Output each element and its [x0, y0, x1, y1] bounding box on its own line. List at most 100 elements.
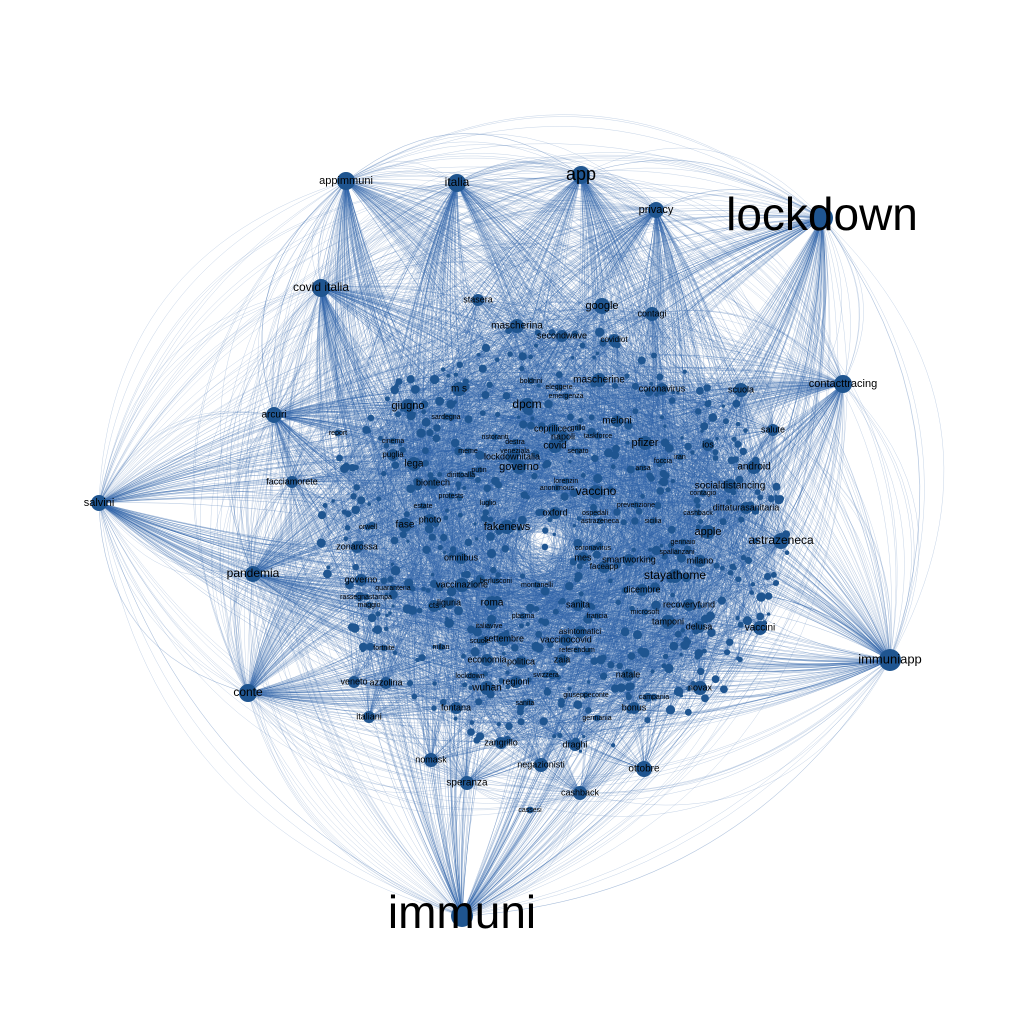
edge	[506, 217, 823, 633]
edge	[434, 379, 891, 661]
edge	[355, 174, 582, 510]
edge	[659, 217, 823, 465]
edge	[499, 599, 891, 662]
edge	[461, 496, 777, 917]
edge	[445, 217, 823, 519]
edge	[580, 174, 658, 588]
edge	[345, 133, 657, 211]
edge	[580, 174, 787, 535]
edge	[692, 217, 823, 453]
edge	[401, 174, 582, 410]
edge	[425, 379, 463, 917]
edge	[580, 174, 673, 401]
edge	[459, 174, 582, 365]
edge	[461, 659, 741, 917]
edge	[460, 528, 520, 917]
edge	[373, 217, 823, 631]
edge	[461, 478, 652, 917]
edge	[461, 497, 772, 917]
edge	[580, 174, 696, 684]
edge	[461, 622, 546, 917]
edge	[321, 174, 582, 516]
edge	[736, 403, 891, 661]
edge	[664, 217, 823, 443]
edge	[493, 217, 823, 571]
edge	[498, 217, 823, 725]
edge	[680, 217, 823, 655]
edge	[450, 174, 582, 405]
edge	[722, 217, 823, 569]
edge	[344, 174, 582, 469]
edge	[821, 217, 864, 385]
edge	[436, 217, 823, 429]
edge	[595, 217, 823, 491]
edge	[656, 217, 823, 551]
edge	[455, 579, 481, 917]
edge	[417, 485, 891, 661]
edge	[429, 174, 582, 433]
edge	[461, 518, 580, 917]
edge	[461, 452, 693, 917]
edge	[423, 411, 891, 661]
edge	[353, 217, 823, 497]
edge	[461, 681, 589, 917]
edge	[541, 174, 582, 513]
edge	[481, 174, 582, 675]
edge	[695, 217, 823, 631]
edge	[352, 467, 463, 917]
edge	[580, 174, 736, 569]
edge	[507, 174, 582, 740]
edge	[501, 217, 823, 681]
edge	[664, 217, 823, 557]
edge	[548, 217, 823, 405]
edge	[463, 174, 582, 657]
edge	[580, 174, 699, 412]
edge	[580, 174, 623, 662]
edge	[580, 174, 601, 508]
edge	[580, 174, 777, 497]
edge	[664, 217, 823, 443]
edge	[639, 217, 823, 512]
edge	[439, 174, 582, 588]
edge	[483, 217, 823, 371]
edge	[403, 217, 823, 535]
edge	[522, 217, 823, 521]
edge	[461, 689, 548, 917]
edge	[768, 595, 891, 661]
edge	[407, 217, 823, 610]
edge	[353, 217, 823, 497]
edge	[461, 680, 502, 917]
edge	[461, 613, 769, 917]
edge	[491, 553, 891, 661]
edge	[673, 217, 823, 647]
edge	[538, 174, 582, 513]
edge	[461, 543, 579, 917]
edge	[739, 217, 823, 480]
edge	[447, 451, 463, 917]
edge	[684, 217, 823, 646]
edge	[672, 480, 891, 661]
edge	[669, 217, 823, 449]
edge	[458, 217, 823, 485]
edge	[580, 174, 777, 497]
edge	[574, 217, 823, 526]
edge	[580, 174, 761, 498]
edge	[613, 466, 891, 661]
edge	[580, 174, 647, 746]
edge	[461, 403, 709, 917]
edge	[461, 345, 619, 917]
edge	[499, 174, 582, 681]
edge	[545, 174, 590, 623]
edge	[446, 332, 539, 917]
edge	[413, 217, 823, 466]
edge	[755, 510, 891, 661]
edge	[775, 582, 891, 661]
edge	[739, 217, 823, 480]
edge	[580, 174, 652, 550]
edge	[725, 217, 823, 422]
edge	[535, 174, 582, 513]
edge	[371, 174, 582, 526]
edge	[580, 174, 733, 567]
edge	[476, 217, 823, 741]
